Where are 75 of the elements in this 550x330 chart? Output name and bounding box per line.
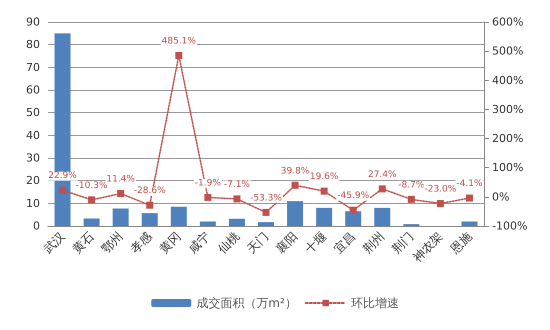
point [146,202,154,209]
bar [258,222,274,226]
data-label: -7.1% [224,180,250,190]
y2-tick-label: 600% [492,16,524,28]
point [88,196,96,204]
data-label: 11.4% [106,174,136,185]
y-tick-label: 20 [26,174,40,188]
legend-label: 成交面积（万m²） [196,296,297,310]
data-label: -23.0% [424,184,457,195]
y-tick-label: 0 [33,220,40,232]
bar [84,218,100,226]
y-tick-label: 30 [26,152,40,164]
point [117,190,124,198]
data-label: -28.6% [134,186,166,196]
data-label: 39.8% [280,166,310,176]
x-tick-label: 襄阳 [273,229,300,256]
bar [287,201,304,226]
data-label: 19.6% [310,172,339,182]
point [262,208,270,216]
x-tick-label: 黄冈 [156,229,184,256]
bar [142,213,158,226]
y-tick-label: 10 [26,196,40,210]
x-tick-label: 鄂州 [98,229,126,256]
y2-tick-label: -100% [492,220,528,232]
x-tick-label: 孝感 [128,229,155,256]
x-tick-label: 恩施 [446,229,474,257]
data-label: -10.3% [76,180,108,191]
point [408,196,415,203]
data-label: 22.9% [48,171,78,182]
x-tick-label: 黄石 [70,229,97,256]
y2-tick-label: 500% [492,44,524,58]
data-label: 27.4% [368,170,398,180]
y-tick-label: 70 [26,60,40,74]
y-tick-label: 60 [26,84,40,96]
point [292,182,299,189]
bar [316,208,332,226]
bar [112,208,129,226]
data-label: -8.7% [398,180,425,190]
bar [374,208,390,226]
data-label: -45.9% [337,191,370,202]
bar [345,211,362,226]
y-tick-label: 90 [26,16,40,28]
x-tick-label: 十堰 [302,229,330,256]
x-tick-label: 咸宁 [186,229,213,256]
y-tick-label: 80 [26,38,40,52]
x-tick-label: 武汉 [40,229,68,256]
x-tick-label: 天门 [244,229,271,256]
bar [228,218,245,226]
y2-tick-label: 200% [492,132,524,146]
x-tick-label: 仙桃 [215,229,242,256]
point [436,200,444,208]
bar [200,221,216,226]
point [204,194,212,201]
bar [461,221,478,226]
data-label: 485.1% [162,36,196,46]
x-tick-label: 宜昌 [331,229,358,256]
data-label: -53.3% [250,193,282,204]
data-label: -1.9% [194,178,222,188]
point [59,186,66,194]
y2-tick-label: 100% [492,161,524,174]
y-tick-label: 50 [26,106,40,120]
y2-tick-label: 0% [492,190,510,204]
legend-label: 环比增速 [350,296,399,310]
y-tick-label: 40 [26,128,40,142]
y2-tick-label: 400% [492,74,524,87]
data-label: -4.1% [456,179,483,190]
point [175,52,182,59]
point [350,206,357,214]
point [233,195,240,202]
x-tick-label: 荆州 [360,229,388,256]
point [320,188,328,195]
point [378,185,386,192]
point [466,194,473,202]
bar [170,206,187,226]
y2-tick-label: 300% [492,102,524,116]
